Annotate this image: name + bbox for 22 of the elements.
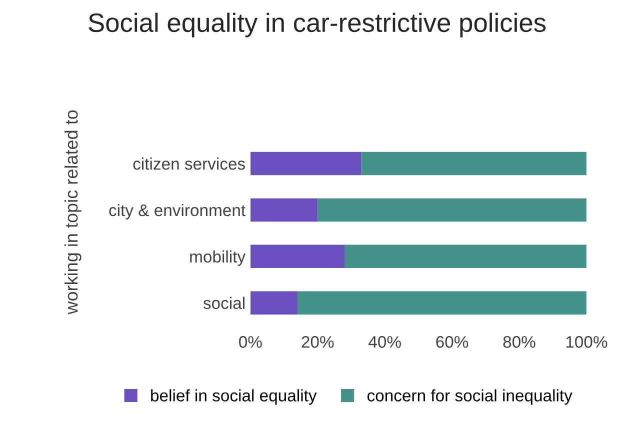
y-axis-title: working in topic related to [64, 110, 82, 314]
x-tick-label: 60% [436, 336, 468, 348]
bar [250, 244, 345, 268]
x-tick-label: 100% [566, 336, 608, 348]
y-tick-label: city & environment [109, 204, 246, 220]
bar [250, 198, 318, 222]
bar [250, 152, 362, 176]
bar [250, 291, 298, 314]
x-tick-label: 0% [239, 336, 262, 348]
bar [344, 244, 586, 268]
x-tick-label: 20% [302, 336, 334, 348]
y-tick-label: citizen services [133, 158, 245, 170]
bar [297, 291, 586, 314]
bar [318, 198, 586, 222]
legend-label: concern for social inequality [367, 389, 572, 405]
bar [361, 152, 586, 176]
legend-label: belief in social equality [151, 389, 317, 405]
chart-title: Social equality in car-restrictive policies [88, 12, 546, 38]
y-tick-label: social [203, 296, 244, 310]
x-tick-label: 80% [503, 336, 536, 348]
y-tick-label: mobility [190, 250, 246, 266]
x-tick-label: 40% [368, 336, 401, 348]
